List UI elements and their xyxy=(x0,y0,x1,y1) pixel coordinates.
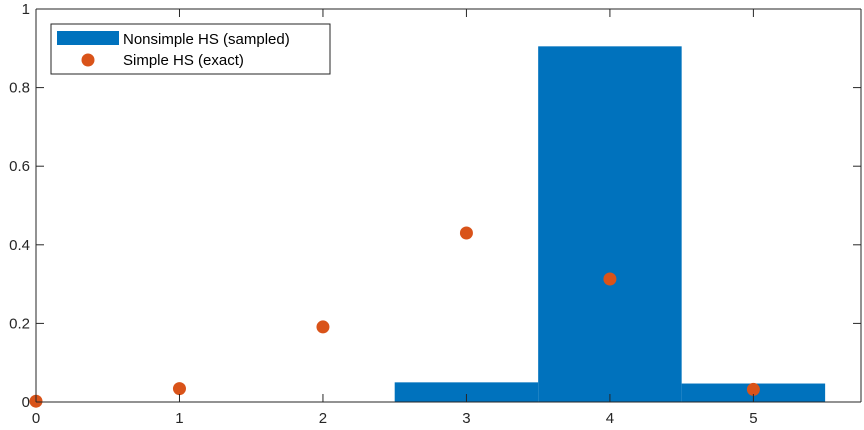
point-3 xyxy=(459,226,473,240)
x-tick-label: 2 xyxy=(319,410,327,427)
point-2 xyxy=(316,320,330,334)
y-tick-label: 0.2 xyxy=(9,315,30,332)
point-4 xyxy=(603,272,617,286)
bar-4 xyxy=(538,46,682,403)
legend: Nonsimple HS (sampled) Simple HS (exact) xyxy=(50,23,331,75)
legend-dot-swatch xyxy=(81,53,95,67)
scatter-series xyxy=(29,226,760,408)
legend-bar-swatch xyxy=(57,31,119,45)
y-tick-label: 0.6 xyxy=(9,158,30,175)
x-tick-label: 1 xyxy=(175,410,183,427)
y-tick-label: 0.8 xyxy=(9,80,30,97)
ticks: 0 1 2 3 4 5 0 0.2 0.4 0.6 0.8 1 xyxy=(9,1,861,427)
y-tick-label: 1 xyxy=(22,1,30,18)
y-tick-label: 0 xyxy=(22,394,30,411)
point-5 xyxy=(746,382,760,396)
x-tick-label: 4 xyxy=(606,410,614,427)
bar-3 xyxy=(394,382,539,402)
legend-label-nonsimple: Nonsimple HS (sampled) xyxy=(123,31,290,48)
x-tick-label: 0 xyxy=(32,410,40,427)
legend-label-simple: Simple HS (exact) xyxy=(123,52,244,69)
point-1 xyxy=(172,382,186,396)
y-tick-label: 0.4 xyxy=(9,237,30,254)
x-tick-label: 3 xyxy=(462,410,470,427)
bar-series xyxy=(394,46,826,403)
x-tick-label: 5 xyxy=(749,410,757,427)
axes xyxy=(35,8,862,403)
